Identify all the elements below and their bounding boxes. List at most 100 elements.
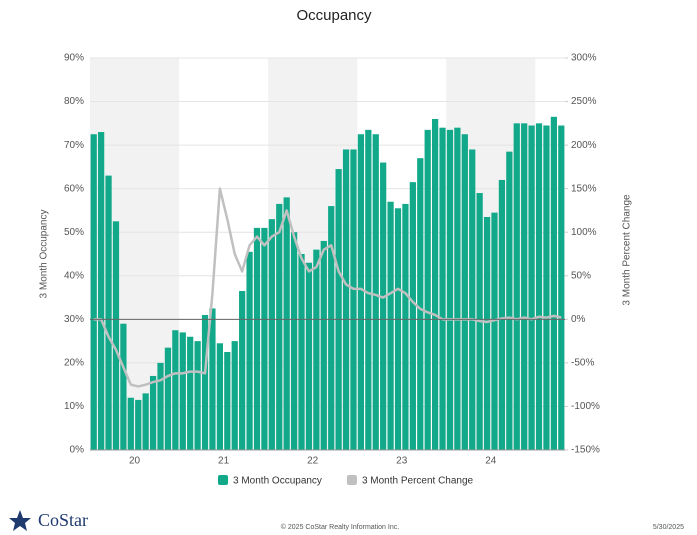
x-tick-label: 20 (129, 456, 141, 467)
chart-title: Occupancy (296, 7, 372, 24)
y2-tick-label: 300% (571, 53, 597, 64)
y2-tick-label: 50% (571, 270, 591, 281)
bar (417, 158, 424, 450)
bar (313, 249, 320, 450)
y-tick-label: 90% (64, 53, 84, 64)
y-tick-label: 80% (64, 96, 84, 107)
bar (558, 125, 565, 450)
x-tick-label: 22 (307, 456, 319, 467)
bar (187, 336, 194, 450)
y2-tick-label: 250% (571, 96, 597, 107)
year-band (268, 58, 358, 450)
y2-tick-label: 200% (571, 140, 597, 151)
bar (135, 399, 142, 450)
bar (432, 118, 439, 450)
bar (365, 129, 372, 450)
bar (320, 240, 327, 450)
bar (469, 149, 476, 450)
bar (424, 129, 431, 450)
bar (112, 221, 120, 450)
bar (239, 291, 246, 450)
y-tick-label: 0% (70, 445, 85, 456)
bar (342, 149, 350, 450)
bar (172, 330, 179, 450)
bar (224, 352, 231, 450)
logo-icon (9, 510, 31, 531)
bar (268, 219, 275, 450)
bar (506, 151, 513, 450)
bar (149, 375, 157, 450)
y-tick-label: 40% (64, 270, 84, 281)
logo (9, 510, 31, 531)
bar (372, 134, 379, 450)
bar (402, 203, 409, 450)
bar (550, 116, 557, 451)
bar (513, 123, 520, 450)
bar (446, 129, 454, 450)
bar (335, 169, 342, 451)
legend-label: 3 Month Percent Change (362, 476, 474, 487)
bar (439, 127, 446, 450)
y-axis-title: 3 Month Occupancy (39, 210, 50, 299)
bar (98, 132, 105, 451)
bar (127, 397, 134, 450)
logo-text: CoStar (38, 510, 88, 530)
y2-tick-label: -150% (571, 445, 600, 456)
year-band (446, 58, 536, 450)
y-tick-label: 10% (64, 401, 84, 412)
y2-tick-label: 0% (571, 314, 586, 325)
bar (394, 208, 402, 450)
bar (491, 212, 498, 450)
bar (179, 332, 186, 450)
y2-tick-label: 150% (571, 183, 597, 194)
bar (305, 262, 313, 450)
bar (387, 201, 394, 450)
bar (357, 134, 365, 450)
bar (290, 232, 298, 450)
bar (105, 175, 112, 450)
bar (157, 362, 164, 450)
date: 5/30/2025 (653, 524, 684, 531)
y2-tick-label: -100% (571, 401, 600, 412)
bar (164, 347, 172, 450)
bar (483, 216, 491, 450)
y2-axis-title: 3 Month Percent Change (622, 194, 633, 306)
x-tick-label: 23 (396, 456, 408, 467)
bar (283, 197, 290, 450)
bar (498, 179, 506, 450)
y-tick-label: 20% (64, 358, 84, 369)
bar (209, 308, 216, 450)
bar (276, 203, 283, 450)
bar (216, 343, 223, 450)
bar (246, 251, 253, 450)
bar (201, 314, 209, 450)
line (93, 187, 562, 388)
y-tick-label: 60% (64, 183, 84, 194)
bar (409, 182, 416, 450)
bar (90, 134, 97, 450)
legend-label: 3 Month Occupancy (233, 476, 322, 487)
bar (142, 393, 149, 450)
bar (328, 206, 335, 450)
x-tick-label: 21 (218, 456, 230, 467)
bar (543, 125, 550, 450)
y-tick-label: 70% (64, 140, 84, 151)
bar (298, 254, 305, 450)
bar (535, 123, 543, 450)
bar (261, 227, 268, 450)
bar (521, 123, 528, 450)
legend-swatch (218, 475, 228, 485)
bar (120, 323, 127, 450)
copyright: © 2025 CoStar Realty Information Inc. (281, 523, 399, 531)
bar (350, 149, 357, 450)
y2-tick-label: -50% (571, 358, 594, 369)
y-tick-label: 30% (64, 314, 84, 325)
bar (253, 227, 261, 450)
bar (454, 127, 461, 450)
legend-swatch (346, 475, 357, 485)
bar (194, 341, 201, 450)
y-tick-label: 50% (64, 227, 84, 238)
bar (380, 162, 387, 451)
bar (528, 125, 535, 450)
